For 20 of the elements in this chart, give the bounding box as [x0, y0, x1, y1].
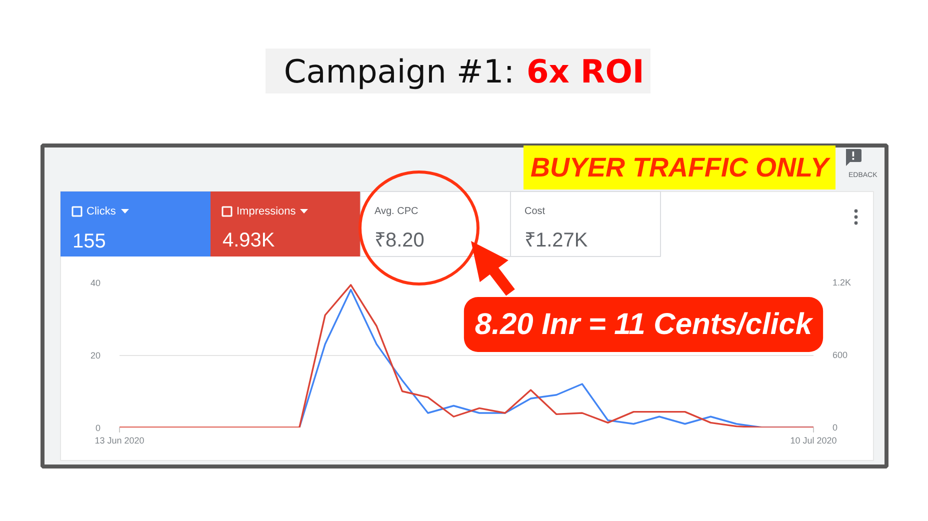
text: 4.93K: [222, 230, 276, 252]
y-tick-label: 40: [90, 278, 101, 288]
text: Avg. CPC: [374, 206, 418, 217]
y-tick-label: 0: [95, 423, 101, 433]
chart-title: Campaign #1: 6x ROI: [284, 52, 644, 90]
y2-tick-label: 600: [832, 350, 848, 360]
y-tick-label: 20: [90, 350, 101, 360]
x-tick-label: 13 Jun 2020: [94, 436, 144, 446]
y2-tick-label: 0: [832, 422, 838, 432]
annotation: 8.20 Inr = 11 Cents/click: [474, 308, 814, 341]
legend-label: Clicks: [86, 206, 116, 218]
y2-tick-label: 1.2K: [832, 278, 852, 288]
text: ₹1.27K: [524, 230, 588, 252]
text: Cost: [524, 206, 546, 217]
legend-label: Impressions: [236, 206, 296, 218]
line-series: [120, 284, 814, 428]
x-tick-label: 10 Jul 2020: [790, 436, 837, 446]
text: 155: [72, 230, 106, 252]
text: ₹8.20: [374, 230, 424, 252]
text: BUYER TRAFFIC ONLY: [530, 152, 832, 182]
